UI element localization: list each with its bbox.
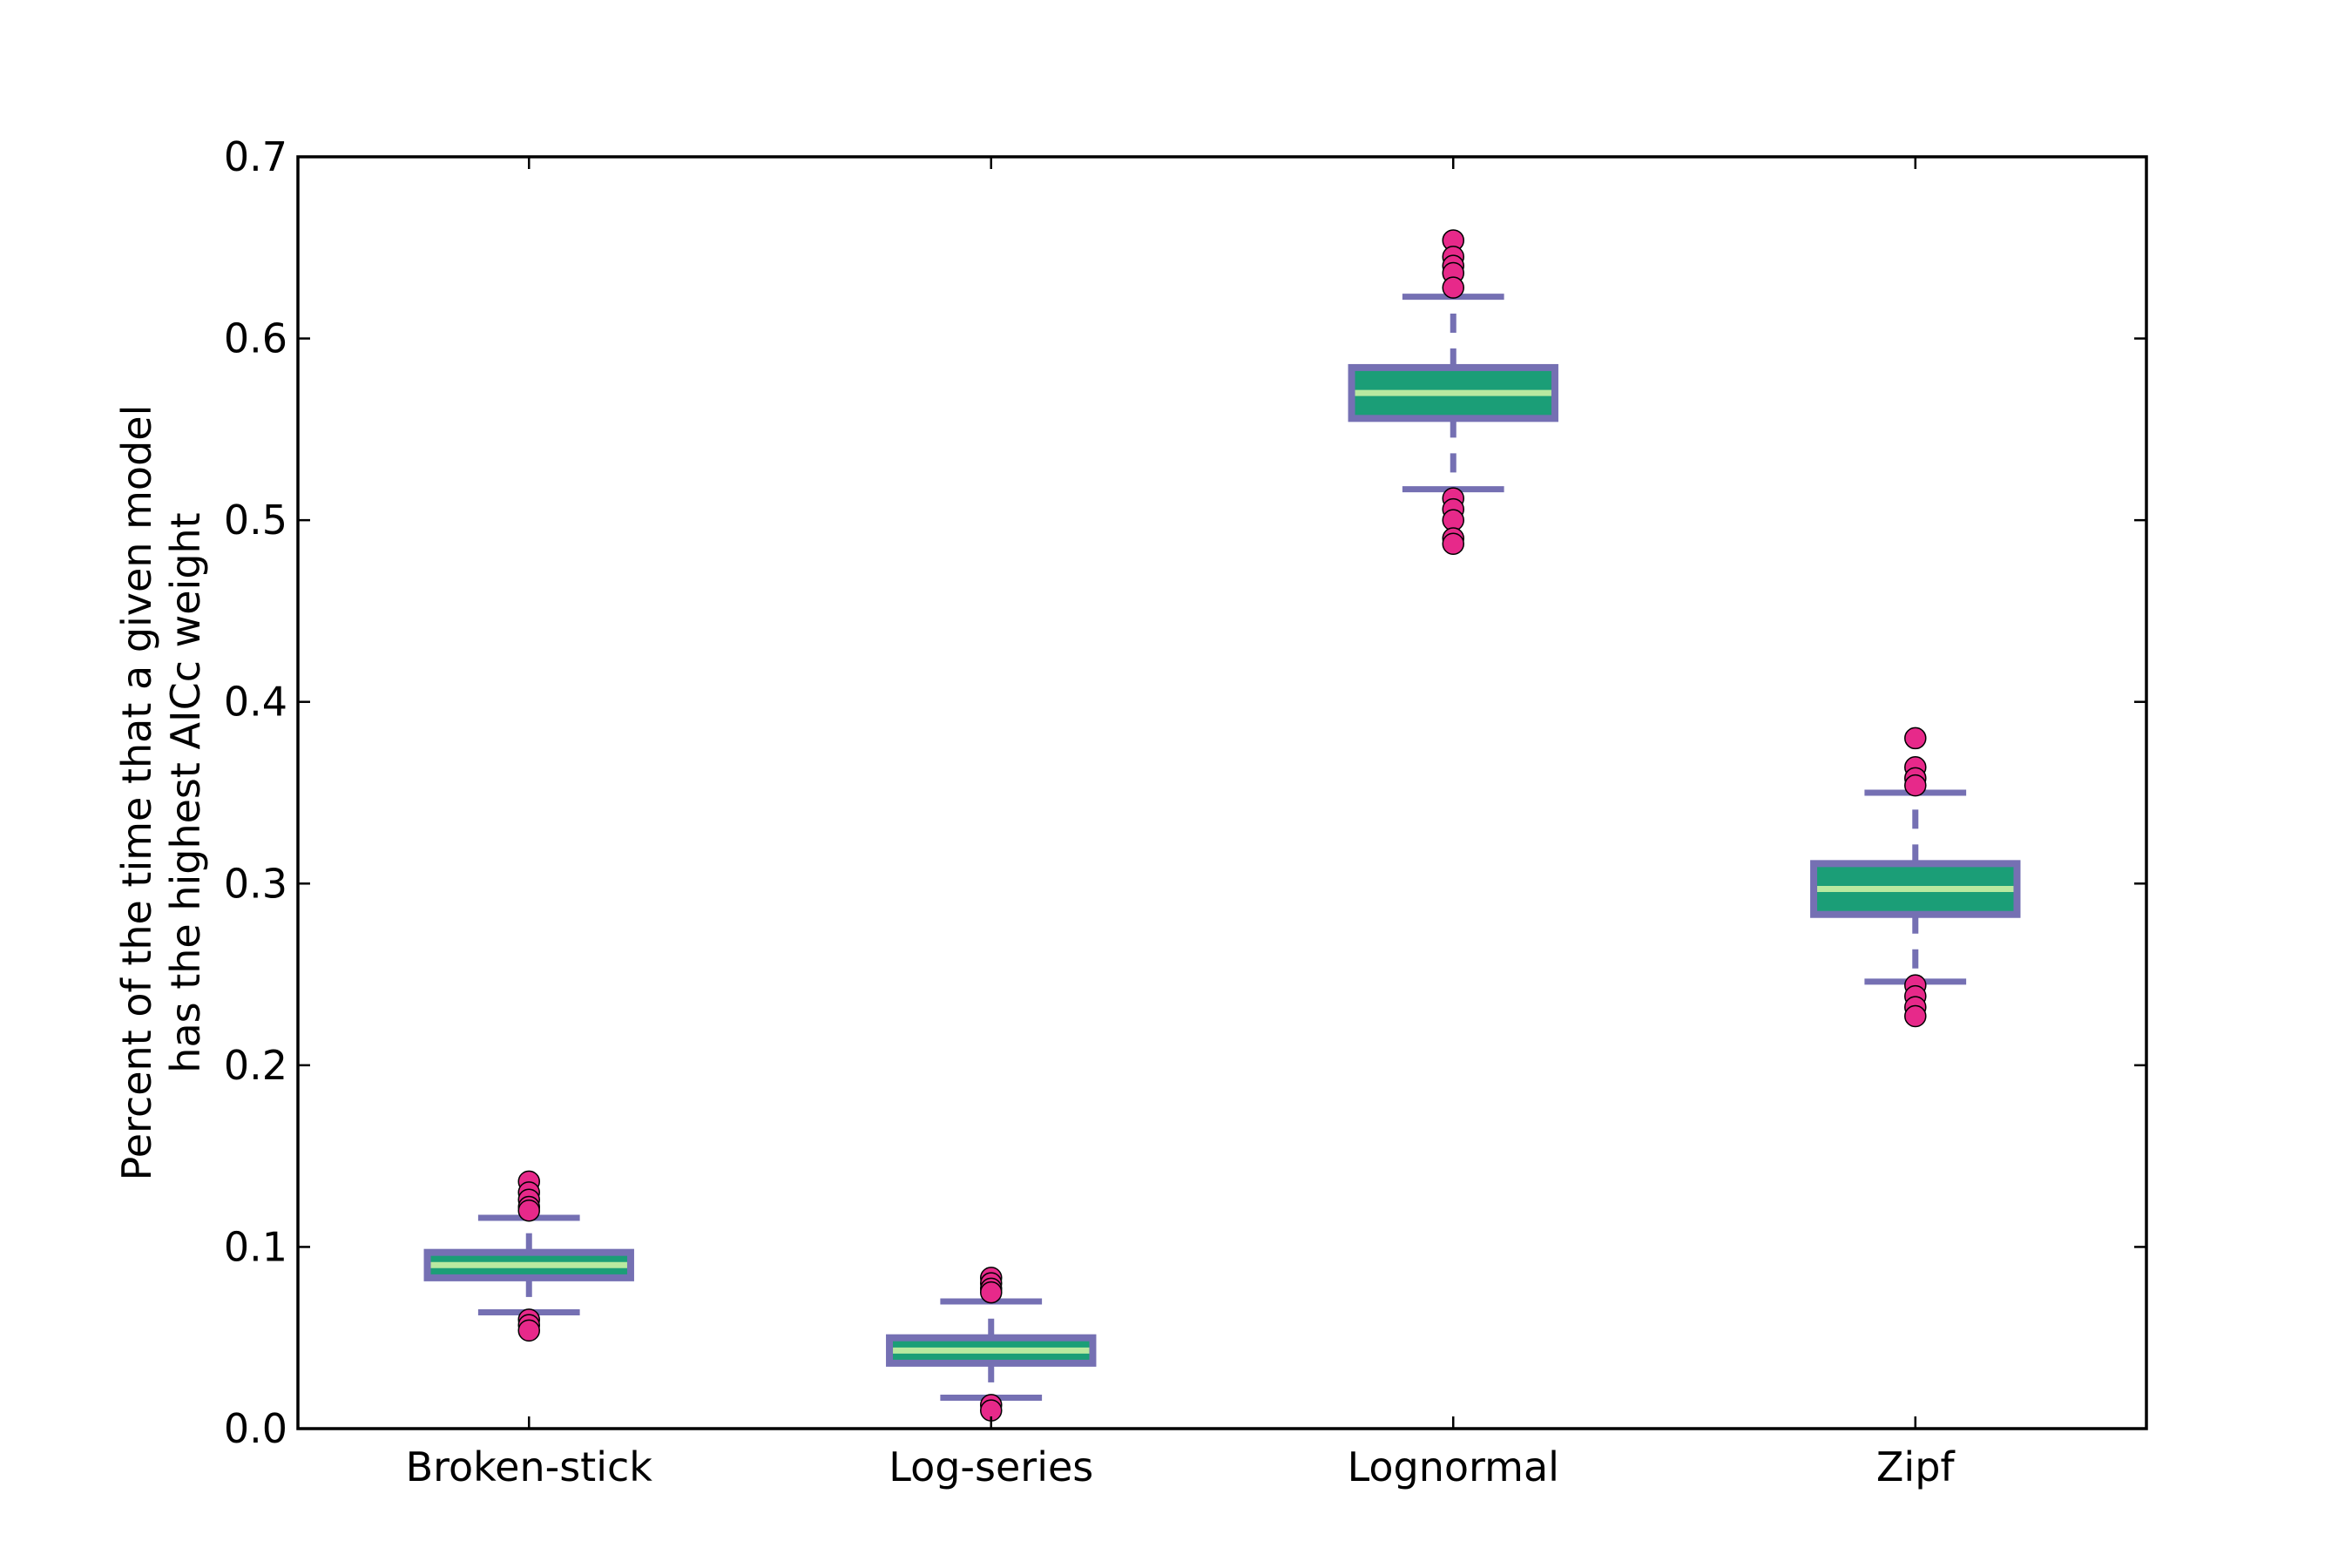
y-tick-label: 0.6	[224, 315, 287, 362]
outlier-point	[517, 1319, 540, 1342]
y-tick-label: 0.0	[224, 1405, 287, 1452]
outlier-point	[1904, 727, 1927, 750]
y-tick-label: 0.4	[224, 679, 287, 726]
x-tick-label: Broken-stick	[406, 1443, 653, 1490]
y-axis-title: Percent of the time that a given modelha…	[113, 405, 209, 1181]
y-tick-label: 0.2	[224, 1042, 287, 1089]
outlier-point	[517, 1199, 540, 1222]
y-axis-title-line: Percent of the time that a given model	[113, 405, 160, 1181]
box-group-zipf	[1810, 727, 2021, 1028]
box-group-lognormal	[1348, 229, 1558, 556]
plot-elements	[423, 229, 2021, 1422]
y-tick-label: 0.1	[224, 1223, 287, 1270]
y-axis: 0.0 0.1 0.2 0.3 0.4 0.5 0.6 0.7	[224, 133, 2146, 1452]
y-axis-title-line: has the highest AICc weight	[162, 512, 209, 1072]
x-tick-label: Zipf	[1876, 1443, 1956, 1490]
plot-frame	[296, 155, 2148, 1430]
x-axis: Broken-stick Log-series Lognormal Zipf	[406, 157, 1956, 1490]
y-tick-label: 0.5	[224, 497, 287, 544]
box-group-log-series	[886, 1267, 1097, 1422]
outlier-point	[980, 1281, 1003, 1304]
outlier-point	[1904, 774, 1927, 797]
box-group-broken-stick	[423, 1170, 634, 1342]
x-tick-label: Lognormal	[1348, 1443, 1559, 1490]
y-tick-label: 0.3	[224, 860, 287, 907]
outlier-point	[1904, 1004, 1927, 1028]
outlier-point	[1442, 276, 1464, 299]
y-tick-label: 0.7	[224, 133, 287, 180]
outlier-point	[1442, 532, 1464, 556]
x-tick-label: Log-series	[889, 1443, 1093, 1490]
